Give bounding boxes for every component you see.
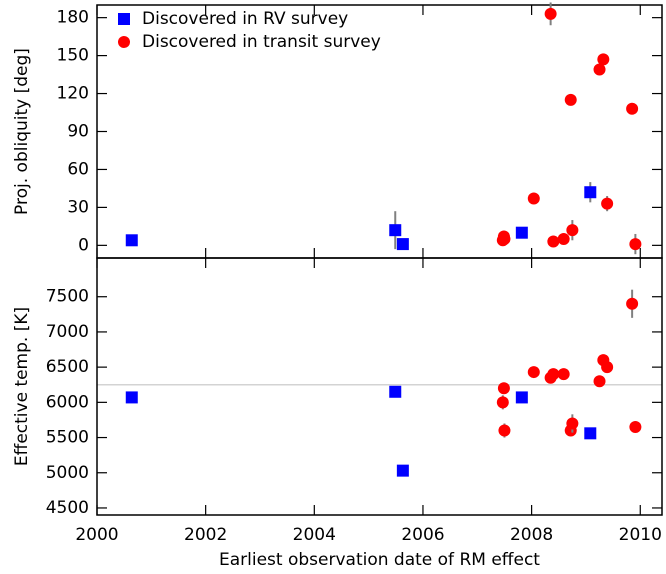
point: [593, 63, 606, 76]
point: [557, 233, 570, 246]
point: [527, 192, 540, 205]
y-tick-label: 6500: [46, 357, 89, 377]
point: [626, 297, 639, 310]
point: [547, 235, 560, 248]
point: [566, 417, 579, 430]
point: [564, 93, 577, 106]
point: [396, 238, 409, 251]
x-tick-label: 2008: [510, 525, 553, 545]
x-tick-label: 2002: [184, 525, 227, 545]
y-tick-label: 5500: [46, 428, 89, 448]
point: [497, 382, 510, 395]
point: [389, 224, 402, 237]
point: [626, 102, 639, 115]
point: [601, 197, 614, 210]
point: [544, 7, 557, 20]
y-axis-label: Effective temp. [K]: [12, 307, 32, 466]
point: [515, 391, 528, 404]
y-axis-label: Proj. obliquity [deg]: [12, 48, 32, 215]
x-axis-label: Earliest observation date of RM effect: [219, 550, 540, 570]
y-tick-label: 5000: [46, 463, 89, 483]
y-tick-label: 30: [67, 197, 89, 217]
point: [496, 396, 509, 409]
point: [396, 464, 409, 477]
point: [498, 424, 511, 437]
point: [557, 368, 570, 381]
y-tick-label: 120: [57, 84, 89, 104]
point: [125, 391, 138, 404]
x-tick-label: 2004: [293, 525, 336, 545]
x-tick-label: 2010: [619, 525, 662, 545]
legend-label: Discovered in RV survey: [142, 9, 348, 29]
plot-frame: [96, 257, 663, 516]
y-tick-label: 150: [57, 46, 89, 66]
y-tick-label: 7000: [46, 322, 89, 342]
legend-label: Discovered in transit survey: [142, 32, 381, 52]
point: [597, 53, 610, 66]
y-tick-label: 4500: [46, 498, 89, 518]
point: [629, 238, 642, 251]
y-tick-label: 60: [67, 159, 89, 179]
legend-marker: [118, 13, 130, 25]
x-tick-label: 2006: [401, 525, 444, 545]
y-tick-label: 90: [67, 122, 89, 142]
y-tick-label: 6000: [46, 392, 89, 412]
point: [601, 361, 614, 374]
point: [584, 427, 597, 440]
point: [498, 233, 511, 246]
point: [125, 234, 138, 247]
point: [547, 368, 560, 381]
y-tick-label: 0: [78, 235, 89, 255]
point: [629, 420, 642, 433]
point: [389, 385, 402, 398]
legend-marker: [118, 36, 130, 48]
x-tick-label: 2000: [75, 525, 118, 545]
point: [584, 186, 597, 199]
y-tick-label: 7500: [46, 287, 89, 307]
point: [593, 375, 606, 388]
point: [515, 226, 528, 239]
y-tick-label: 180: [57, 8, 89, 28]
point: [527, 366, 540, 379]
point: [566, 224, 579, 237]
